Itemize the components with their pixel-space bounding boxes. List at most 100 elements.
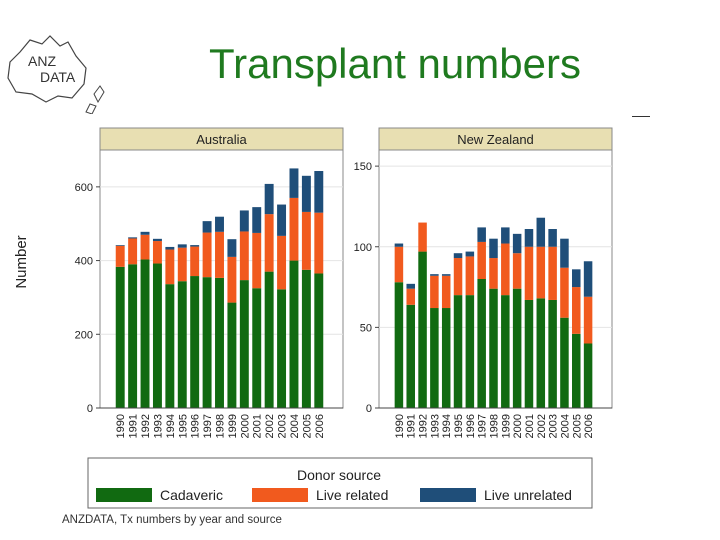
nz-bar-cadaveric-2006	[583, 343, 593, 408]
nz-bar-live-unrelated-1990	[394, 243, 404, 247]
nz-bar-cadaveric-1993	[430, 308, 439, 408]
panel-australia-title: Australia	[196, 132, 247, 147]
logo-text-top: ANZ	[28, 53, 56, 69]
au-bar-cadaveric-1997	[202, 277, 212, 408]
nz-bar-live-unrelated-1994	[441, 274, 451, 276]
nz-x-tick-label: 1993	[429, 414, 441, 438]
nz-y-ticks: 0 50 100 150	[354, 161, 379, 415]
au-bar-cadaveric-1993	[152, 263, 162, 408]
au-bar-cadaveric-1996	[190, 276, 200, 408]
au-bar-live-related-1990	[115, 245, 125, 267]
nz-x-tick-label: 2003	[548, 414, 560, 438]
au-x-tick-label: 2003	[277, 414, 289, 438]
nz-bar-cadaveric-1998	[489, 288, 498, 408]
au-x-tick-label: 2001	[252, 414, 264, 438]
nz-bar-live-related-2002	[536, 246, 546, 299]
nz-y-tick-label: 150	[354, 161, 372, 173]
nz-bar-live-unrelated-1998	[489, 238, 498, 259]
au-bar-live-related-1998	[215, 231, 224, 278]
au-bar-live-unrelated-1994	[165, 246, 175, 250]
nz-bar-live-unrelated-2004	[560, 238, 569, 268]
nz-x-tick-label: 2006	[583, 414, 595, 438]
au-bar-cadaveric-1995	[177, 281, 187, 408]
au-y-tick-label: 600	[75, 182, 93, 194]
au-bar-live-related-2004	[289, 197, 299, 261]
nz-bar-live-unrelated-1999	[501, 227, 510, 244]
au-bar-live-unrelated-1995	[177, 244, 187, 248]
nz-bar-live-unrelated-2002	[536, 217, 546, 247]
au-bar-live-unrelated-1990	[115, 245, 125, 246]
au-bar-cadaveric-2004	[289, 260, 299, 408]
nz-x-tick-label: 2005	[571, 414, 583, 438]
au-x-tick-label: 2004	[289, 414, 301, 438]
legend-swatch-live-unrelated	[420, 488, 476, 502]
au-bar-live-related-2001	[252, 232, 262, 289]
nz-bar-cadaveric-1994	[441, 308, 451, 408]
nz-bar-live-unrelated-2000	[512, 233, 522, 254]
nz-bar-cadaveric-2003	[548, 299, 557, 408]
nz-bar-live-related-1996	[465, 256, 475, 296]
nz-bar-live-related-1991	[406, 288, 415, 305]
nz-bar-live-unrelated-2006	[583, 261, 593, 297]
legend: Donor source Cadaveric Live related Live…	[87, 457, 593, 509]
au-bar-live-related-1991	[128, 238, 138, 265]
nz-x-tick-label: 2002	[536, 414, 548, 438]
au-x-tick-label: 1997	[202, 414, 214, 438]
decorative-dash	[632, 116, 650, 117]
au-bar-live-related-2006	[314, 212, 324, 274]
nz-bar-cadaveric-1999	[501, 295, 510, 408]
nz-bar-cadaveric-1992	[418, 251, 427, 408]
nz-y-tick-label: 0	[366, 403, 372, 415]
au-x-tick-label: 1998	[215, 414, 227, 438]
au-bar-cadaveric-1999	[227, 302, 237, 408]
nz-bar-cadaveric-1996	[465, 295, 475, 408]
nz-bar-live-related-1992	[418, 222, 427, 252]
nz-bar-cadaveric-1995	[453, 295, 463, 408]
nz-x-tick-label: 1996	[465, 414, 477, 438]
au-y-tick-label: 400	[75, 256, 93, 268]
au-bar-live-unrelated-2002	[264, 183, 274, 215]
nz-bar-live-related-1994	[441, 275, 451, 309]
au-bar-live-related-1997	[202, 232, 212, 278]
au-x-tick-label: 1990	[115, 414, 127, 438]
nz-bar-live-related-2000	[512, 253, 522, 289]
au-bar-cadaveric-2006	[314, 273, 324, 408]
nz-x-tick-label: 1991	[406, 414, 418, 438]
au-bar-cadaveric-1998	[215, 277, 224, 408]
au-bar-live-related-1994	[165, 249, 175, 285]
au-x-tick-label: 2005	[301, 414, 313, 438]
au-bar-live-unrelated-1996	[190, 245, 200, 247]
nz-bar-cadaveric-2004	[560, 317, 569, 408]
au-bar-cadaveric-2001	[252, 288, 262, 408]
panel-nz-title: New Zealand	[457, 132, 534, 147]
nz-bar-live-unrelated-1991	[406, 283, 415, 289]
nz-bar-live-unrelated-2005	[572, 269, 581, 288]
au-bar-cadaveric-1990	[115, 266, 125, 408]
au-x-tick-label: 2002	[264, 414, 276, 438]
nz-bar-live-related-2006	[583, 296, 593, 344]
y-axis-label: Number	[13, 235, 30, 288]
anzdata-logo: ANZ DATA	[2, 22, 112, 119]
source-caption: ANZDATA, Tx numbers by year and source	[62, 514, 282, 526]
nz-bar-live-related-1998	[489, 258, 498, 289]
legend-label-live-related: Live related	[316, 487, 388, 503]
legend-box	[87, 457, 593, 509]
nz-x-tick-label: 2004	[559, 414, 571, 438]
nz-x-tick-label: 2001	[524, 414, 536, 438]
nz-x-tick-label: 2000	[512, 414, 524, 438]
au-bar-live-related-1993	[152, 241, 162, 264]
au-bar-live-related-2002	[264, 214, 274, 272]
au-bar-live-related-2005	[301, 211, 311, 270]
au-bar-live-unrelated-1992	[140, 231, 150, 235]
au-bar-cadaveric-1994	[165, 284, 175, 408]
au-bar-live-related-2003	[277, 235, 287, 290]
au-y-tick-label: 0	[87, 403, 93, 415]
au-bar-live-unrelated-1997	[202, 221, 212, 233]
nz-bar-cadaveric-2005	[572, 333, 581, 408]
au-y-tick-label: 200	[75, 329, 93, 341]
legend-title: Donor source	[297, 467, 381, 483]
nz-bar-live-related-2003	[548, 246, 557, 300]
